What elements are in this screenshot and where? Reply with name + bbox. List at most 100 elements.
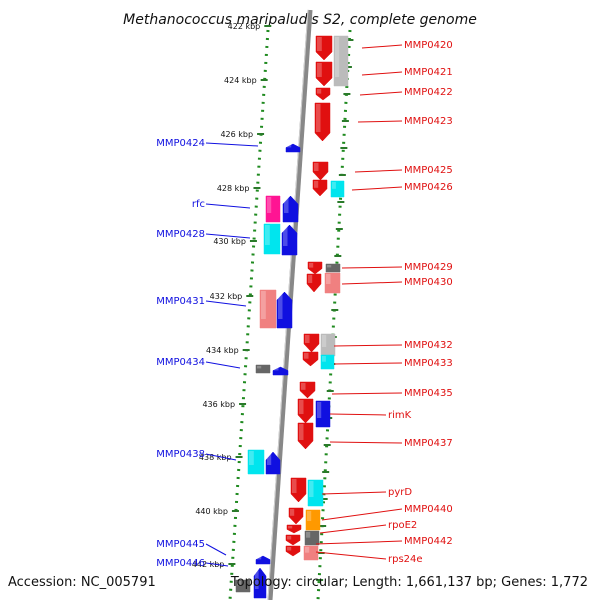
gene-feature-shade: [316, 104, 321, 132]
gene-feature: [320, 354, 335, 370]
gene-label-leader: [321, 491, 387, 495]
gene-feature-shade: [299, 424, 304, 440]
gene-feature-shade: [305, 547, 310, 553]
gene-feature: [285, 545, 301, 557]
gene-feature: [282, 195, 299, 223]
gene-label: MMP0438: [156, 449, 205, 460]
gene-feature-shade: [237, 581, 242, 586]
gene-feature: [263, 223, 281, 255]
gene-feature: [286, 524, 302, 534]
gene-feature-shade: [274, 368, 279, 371]
gene-label: MMP0424: [156, 138, 205, 149]
kbp-tick-label: 442 kbp: [192, 560, 225, 569]
map-title: Methanococcus maripaludis S2, complete g…: [123, 12, 477, 28]
kbp-tick-label: 440 kbp: [195, 507, 228, 516]
gene-label-leader: [205, 562, 229, 567]
gene-feature: [314, 102, 331, 142]
gene-feature: [288, 507, 304, 525]
kbp-tick-label: 434 kbp: [206, 346, 239, 355]
kbp-tick-label: 424 kbp: [224, 76, 257, 85]
gene-label-leader: [205, 453, 237, 461]
gene-feature-shade: [317, 402, 322, 418]
gene-feature-shade: [309, 263, 314, 268]
gene-feature: [330, 180, 345, 198]
gene-label-leader: [357, 120, 403, 123]
gene-label-leader: [319, 524, 387, 534]
gene-feature: [306, 273, 322, 293]
gene-feature-shade: [287, 547, 292, 551]
gene-feature-shade: [306, 532, 311, 538]
gene-feature: [302, 351, 319, 367]
gene-label-leader: [361, 71, 403, 76]
gene-feature: [299, 381, 316, 399]
gene-feature: [272, 366, 289, 376]
gene-label-leader: [205, 361, 241, 369]
gene-label-leader: [205, 142, 259, 147]
gene-feature: [255, 555, 271, 565]
gene-label: MMP0440: [404, 504, 453, 515]
left-gene-labels: MMP0424 rfc MMP0428 MMP0431 MMP0434 MMP0438 MM…: [156, 138, 259, 569]
gene-feature-shade: [314, 163, 319, 171]
gene-label: MMP0423: [404, 116, 453, 127]
gene-feature-shade: [261, 291, 266, 319]
kbp-ticks: 422 kbp 424 kbp 426 kbp 428 kbp 430 kbp 432 k…: [192, 22, 354, 581]
gene-label-leader: [361, 44, 403, 49]
gene-label-leader: [331, 392, 403, 395]
gene-label: MMP0429: [404, 262, 453, 273]
gene-feature: [297, 398, 314, 424]
gene-feature-shade: [284, 197, 289, 213]
gene-label: MMP0428: [156, 229, 205, 240]
gene-feature-shade: [332, 182, 336, 189]
gene-label: MMP0422: [404, 87, 453, 98]
kbp-tick-label: 430 kbp: [213, 237, 246, 246]
gene-feature-shade: [309, 481, 314, 497]
kbp-tick-label: 428 kbp: [217, 184, 250, 193]
gene-label: rfc: [192, 199, 205, 210]
gene-feature-shade: [249, 451, 254, 465]
kbp-tick-label: 426 kbp: [220, 130, 253, 139]
gene-feature: [253, 567, 267, 599]
gene-feature: [290, 477, 307, 503]
gene-feature: [315, 35, 333, 61]
gene-label-leader: [205, 203, 251, 209]
genome-summary-text: Topology: circular; Length: 1,661,137 bp…: [230, 575, 588, 590]
gene-feature-shade: [283, 226, 288, 246]
gene-feature: [315, 61, 333, 87]
gene-label-leader: [341, 281, 403, 285]
gene-label: MMP0446: [156, 558, 205, 569]
gene-label: rpoE2: [388, 520, 417, 531]
gene-label: MMP0426: [404, 182, 453, 193]
gene-feature-shade: [327, 265, 332, 268]
gene-label: MMP0435: [404, 388, 453, 399]
gene-label: MMP0425: [404, 165, 453, 176]
gene-label: MMP0432: [404, 340, 453, 351]
gene-feature-shade: [314, 181, 319, 188]
gene-label-leader: [341, 266, 403, 269]
gene-feature: [247, 449, 265, 475]
gene-feature-shade: [267, 453, 272, 465]
kbp-tick-label: 436 kbp: [202, 400, 235, 409]
gene-feature: [312, 161, 329, 181]
gene-feature-shade: [257, 557, 262, 560]
gene-feature-shade: [299, 400, 304, 414]
gene-feature-shade: [255, 569, 259, 589]
gene-feature: [315, 87, 331, 101]
gene-feature-shade: [335, 37, 340, 77]
gene-feature: [315, 400, 331, 428]
gene-feature: [255, 364, 271, 374]
right-gene-labels: MMP0420 MMP0421 MMP0422 MMP0423 MMP0425 MMP04…: [315, 40, 453, 565]
gene-feature: [305, 509, 321, 531]
gene-feature: [304, 530, 320, 546]
gene-label-leader: [205, 233, 251, 239]
gene-feature-shade: [307, 511, 312, 521]
gene-label-leader: [359, 91, 403, 96]
kbp-tick-label: 422 kbp: [228, 22, 261, 31]
gene-label: MMP0420: [404, 40, 453, 51]
gene-feature-shade: [301, 383, 306, 390]
gene-feature: [259, 289, 277, 329]
kbp-tick-label: 432 kbp: [210, 292, 243, 301]
gene-label: rps24e: [388, 554, 423, 565]
gene-feature: [297, 422, 314, 450]
gene-label-leader: [205, 543, 227, 556]
